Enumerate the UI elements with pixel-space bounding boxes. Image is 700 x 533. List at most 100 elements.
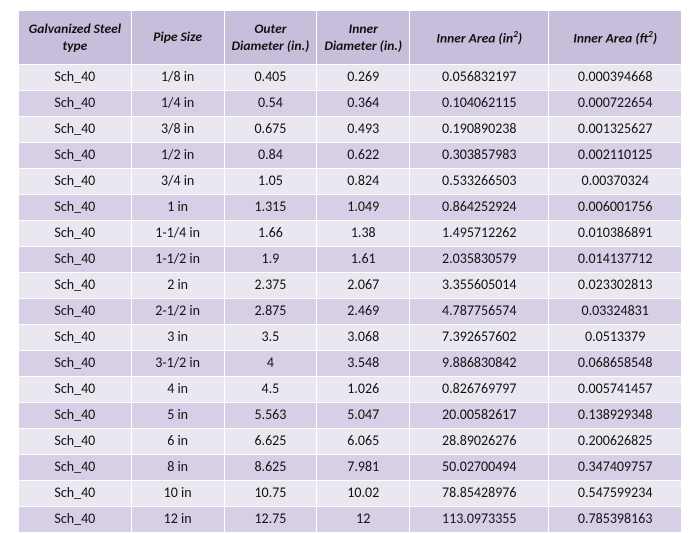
cell: 3-1/2 in bbox=[131, 351, 224, 377]
table-row: Sch_402 in2.3752.0673.3556050140.0233028… bbox=[19, 273, 682, 299]
cell: 2.375 bbox=[224, 273, 317, 299]
cell: 3 in bbox=[131, 325, 224, 351]
table-row: Sch_401/2 in0.840.6220.3038579830.002110… bbox=[19, 143, 682, 169]
cell: Sch_40 bbox=[19, 273, 132, 299]
table-row: Sch_403 in3.53.0687.3926576020.0513379 bbox=[19, 325, 682, 351]
cell: 1/2 in bbox=[131, 143, 224, 169]
cell: 0.001325627 bbox=[549, 117, 682, 143]
cell: 10.02 bbox=[317, 481, 410, 507]
table-row: Sch_401-1/2 in1.91.612.0358305790.014137… bbox=[19, 247, 682, 273]
col-header-3: Inner Diameter (in.) bbox=[317, 11, 410, 65]
cell: 1.315 bbox=[224, 195, 317, 221]
cell: 3/8 in bbox=[131, 117, 224, 143]
cell: 8 in bbox=[131, 455, 224, 481]
cell: 5.563 bbox=[224, 403, 317, 429]
cell: 2 in bbox=[131, 273, 224, 299]
cell: 78.85428976 bbox=[410, 481, 549, 507]
cell: 0.005741457 bbox=[549, 377, 682, 403]
cell: 0.864252924 bbox=[410, 195, 549, 221]
cell: 0.000394668 bbox=[549, 65, 682, 91]
table-row: Sch_406 in6.6256.06528.890262760.2006268… bbox=[19, 429, 682, 455]
cell: 1 in bbox=[131, 195, 224, 221]
cell: Sch_40 bbox=[19, 169, 132, 195]
cell: 20.00582617 bbox=[410, 403, 549, 429]
cell: 4.5 bbox=[224, 377, 317, 403]
cell: 3/4 in bbox=[131, 169, 224, 195]
cell: 0.547599234 bbox=[549, 481, 682, 507]
cell: 28.89026276 bbox=[410, 429, 549, 455]
table-row: Sch_401/4 in0.540.3640.1040621150.000722… bbox=[19, 91, 682, 117]
cell: 2.469 bbox=[317, 299, 410, 325]
cell: 0.00370324 bbox=[549, 169, 682, 195]
cell: 4 bbox=[224, 351, 317, 377]
cell: 0.405 bbox=[224, 65, 317, 91]
col-header-4: Inner Area (in2) bbox=[410, 11, 549, 65]
cell: Sch_40 bbox=[19, 117, 132, 143]
cell: 0.622 bbox=[317, 143, 410, 169]
cell: Sch_40 bbox=[19, 455, 132, 481]
cell: 9.886830842 bbox=[410, 351, 549, 377]
cell: Sch_40 bbox=[19, 377, 132, 403]
cell: Sch_40 bbox=[19, 91, 132, 117]
cell: 3.548 bbox=[317, 351, 410, 377]
col-header-5: Inner Area (ft2) bbox=[549, 11, 682, 65]
table-row: Sch_403-1/2 in43.5489.8868308420.0686585… bbox=[19, 351, 682, 377]
table-row: Sch_401/8 in0.4050.2690.0568321970.00039… bbox=[19, 65, 682, 91]
cell: 1.38 bbox=[317, 221, 410, 247]
cell: 0.303857983 bbox=[410, 143, 549, 169]
col-header-0: Galvanized Steel type bbox=[19, 11, 132, 65]
cell: 0.269 bbox=[317, 65, 410, 91]
cell: 5.047 bbox=[317, 403, 410, 429]
table-row: Sch_401 in1.3151.0490.8642529240.0060017… bbox=[19, 195, 682, 221]
col-header-2: Outer Diameter (in.) bbox=[224, 11, 317, 65]
cell: Sch_40 bbox=[19, 481, 132, 507]
table-row: Sch_401-1/4 in1.661.381.4957122620.01038… bbox=[19, 221, 682, 247]
cell: 10 in bbox=[131, 481, 224, 507]
cell: 0.200626825 bbox=[549, 429, 682, 455]
table-row: Sch_408 in8.6257.98150.027004940.3474097… bbox=[19, 455, 682, 481]
cell: Sch_40 bbox=[19, 429, 132, 455]
cell: 0.533266503 bbox=[410, 169, 549, 195]
cell: Sch_40 bbox=[19, 221, 132, 247]
cell: 0.104062115 bbox=[410, 91, 549, 117]
table-row: Sch_403/4 in1.050.8240.5332665030.003703… bbox=[19, 169, 682, 195]
cell: 1.05 bbox=[224, 169, 317, 195]
table-head: Galvanized Steel typePipe SizeOuter Diam… bbox=[19, 11, 682, 65]
cell: 0.068658548 bbox=[549, 351, 682, 377]
cell: 4.787756574 bbox=[410, 299, 549, 325]
cell: 1-1/4 in bbox=[131, 221, 224, 247]
cell: 0.056832197 bbox=[410, 65, 549, 91]
cell: 6.065 bbox=[317, 429, 410, 455]
cell: 0.03324831 bbox=[549, 299, 682, 325]
cell: 1.495712262 bbox=[410, 221, 549, 247]
cell: 12.75 bbox=[224, 507, 317, 533]
cell: 1/8 in bbox=[131, 65, 224, 91]
header-row: Galvanized Steel typePipe SizeOuter Diam… bbox=[19, 11, 682, 65]
cell: 0.138929348 bbox=[549, 403, 682, 429]
cell: 0.002110125 bbox=[549, 143, 682, 169]
cell: 2.035830579 bbox=[410, 247, 549, 273]
cell: 0.014137712 bbox=[549, 247, 682, 273]
table-body: Sch_401/8 in0.4050.2690.0568321970.00039… bbox=[19, 65, 682, 533]
cell: 2.875 bbox=[224, 299, 317, 325]
cell: Sch_40 bbox=[19, 351, 132, 377]
cell: Sch_40 bbox=[19, 195, 132, 221]
cell: Sch_40 bbox=[19, 143, 132, 169]
table-row: Sch_405 in5.5635.04720.005826170.1389293… bbox=[19, 403, 682, 429]
table-row: Sch_4010 in10.7510.0278.854289760.547599… bbox=[19, 481, 682, 507]
cell: 12 in bbox=[131, 507, 224, 533]
cell: 0.785398163 bbox=[549, 507, 682, 533]
cell: 1.61 bbox=[317, 247, 410, 273]
cell: 1.049 bbox=[317, 195, 410, 221]
cell: 6 in bbox=[131, 429, 224, 455]
cell: 2.067 bbox=[317, 273, 410, 299]
cell: 0.006001756 bbox=[549, 195, 682, 221]
cell: 1-1/2 in bbox=[131, 247, 224, 273]
cell: 50.02700494 bbox=[410, 455, 549, 481]
cell: Sch_40 bbox=[19, 507, 132, 533]
cell: 0.675 bbox=[224, 117, 317, 143]
cell: 1.66 bbox=[224, 221, 317, 247]
cell: 0.84 bbox=[224, 143, 317, 169]
cell: 0.826769797 bbox=[410, 377, 549, 403]
cell: 0.364 bbox=[317, 91, 410, 117]
